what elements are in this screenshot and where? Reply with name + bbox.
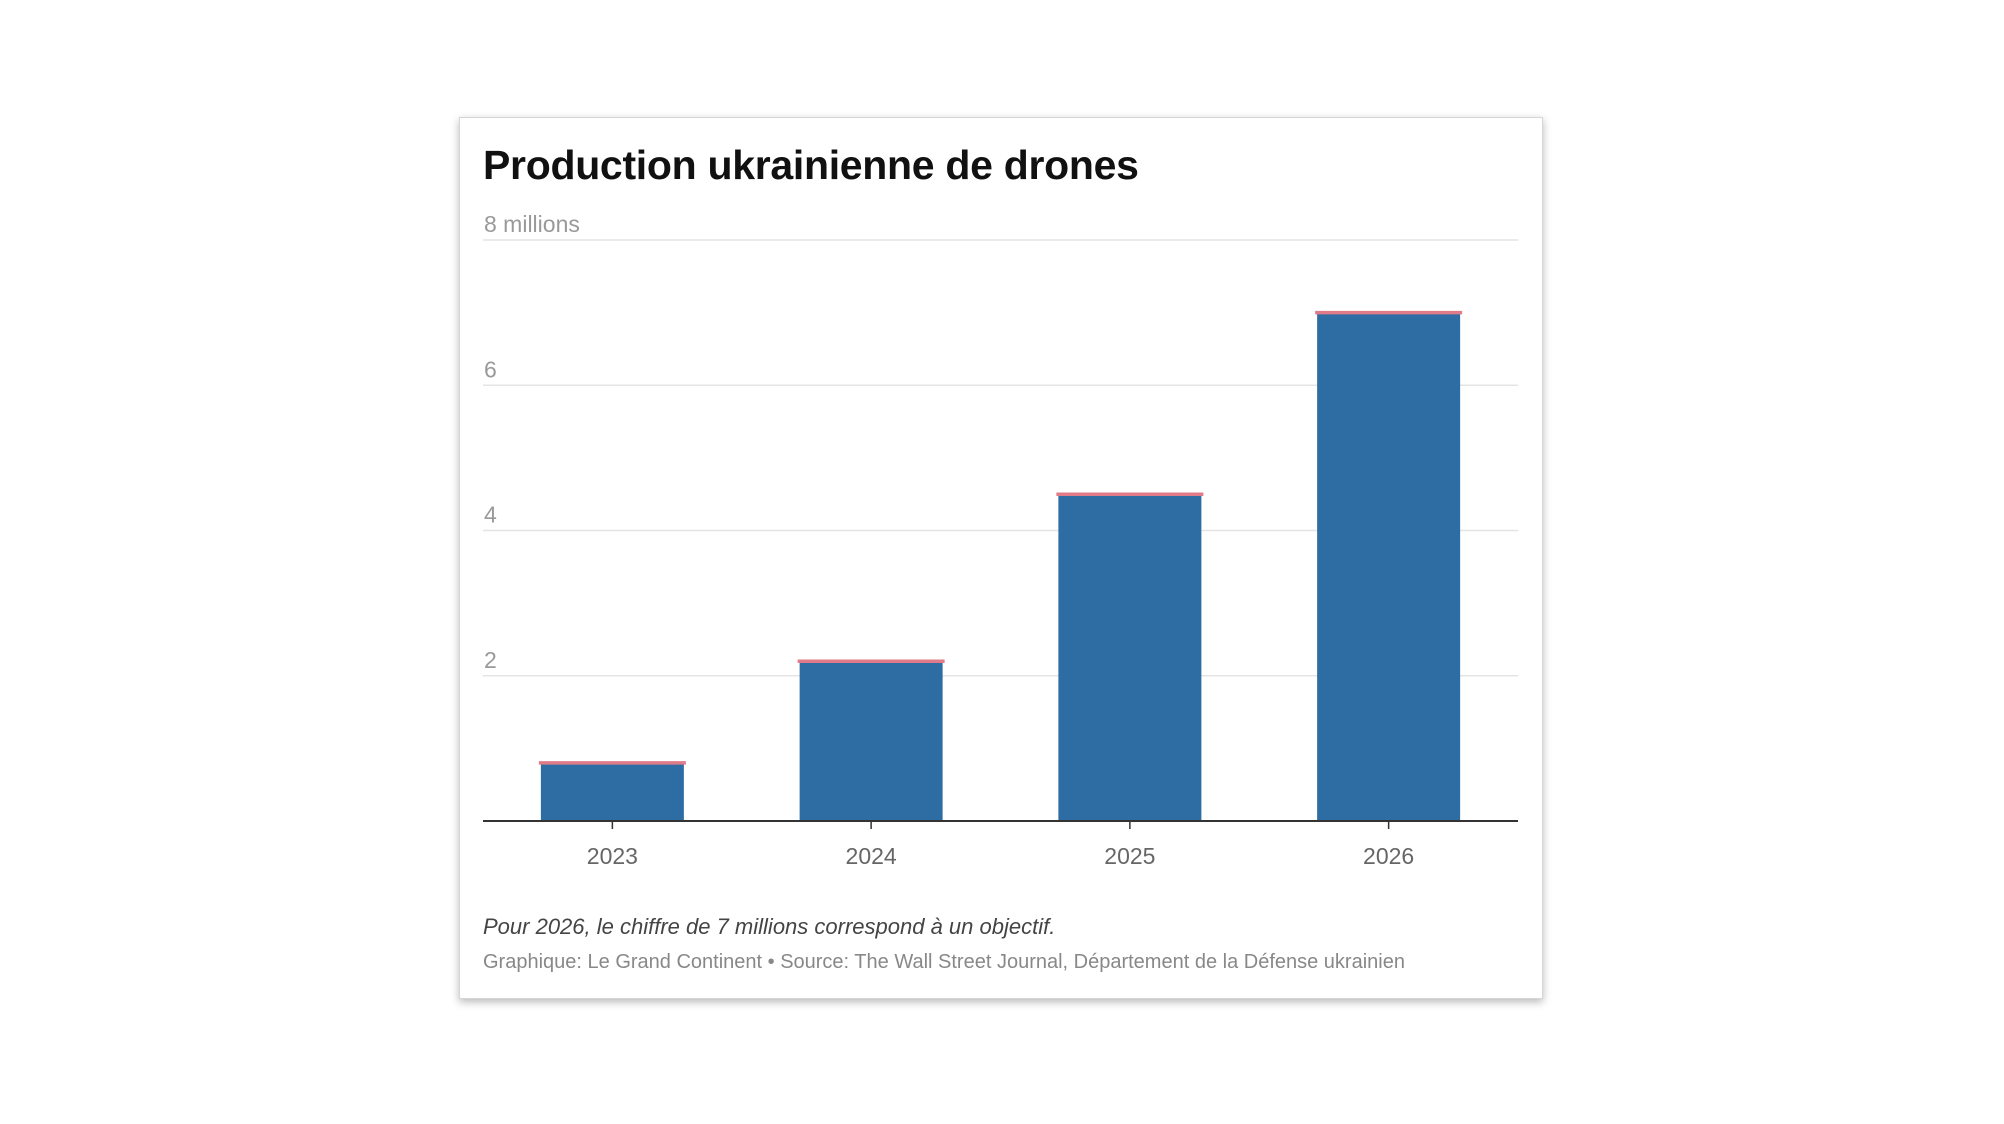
chart-note: Pour 2026, le chiffre de 7 millions corr…	[483, 914, 1056, 939]
y-tick-label-6: 6	[484, 356, 497, 382]
chart-source: Graphique: Le Grand Continent • Source: …	[483, 951, 1405, 973]
x-tick-label-2025: 2025	[1104, 843, 1155, 869]
y-tick-label-4: 4	[484, 502, 497, 528]
x-tick-label-2024: 2024	[846, 843, 897, 869]
bar-2024	[799, 661, 943, 821]
bar-chart: 2 4 6 8 millions 2023 2024 2025 2026	[483, 211, 1518, 869]
bar-2026	[1317, 312, 1461, 821]
chart-title: Production ukrainienne de drones	[483, 142, 1139, 188]
x-tick-label-2023: 2023	[587, 843, 638, 869]
y-tick-label-8: 8 millions	[484, 211, 580, 237]
bar-2023	[540, 762, 684, 821]
chart-card: Production ukrainienne de drones 2 4 6 8 mi…	[459, 117, 1543, 999]
y-tick-label-2: 2	[484, 647, 497, 673]
bar-2025	[1058, 494, 1202, 821]
x-tick-label-2026: 2026	[1363, 843, 1414, 869]
